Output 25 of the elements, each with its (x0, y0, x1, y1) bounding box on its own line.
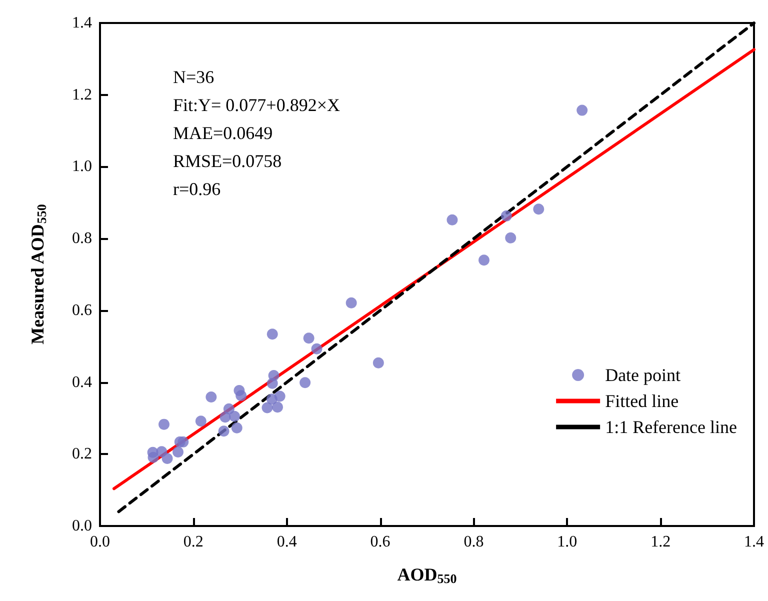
legend-label: Fitted line (605, 391, 679, 411)
annotation: RMSE=0.0758 (173, 151, 282, 171)
y-tick-label: 0.0 (72, 518, 92, 534)
x-tick-label: 0.8 (464, 534, 484, 550)
y-axis-title: Measured AOD550 (28, 204, 49, 344)
x-tick-label: 0.2 (183, 534, 204, 550)
x-tick-label: 0.6 (370, 534, 390, 550)
y-tick-label: 0.6 (72, 302, 92, 319)
y-tick-label: 0.8 (72, 230, 92, 248)
annotation: Fit:Y= 0.077+0.892×X (173, 95, 340, 115)
legend-label: Date point (605, 365, 681, 385)
y-tick-label: 0.4 (72, 374, 92, 391)
x-tick-label: 1.0 (557, 534, 578, 550)
y-tick-label: 1.0 (72, 158, 92, 176)
y-tick-label: 1.2 (72, 86, 92, 104)
y-tick-label: 0.2 (72, 446, 92, 463)
y-tick-label: 1.4 (72, 14, 92, 32)
legend-label: 1:1 Reference line (605, 417, 738, 437)
annotation: MAE=0.0649 (173, 123, 273, 143)
x-tick-label: 0.4 (276, 534, 297, 550)
annotation: r=0.96 (173, 179, 221, 199)
x-tick-label: 0.0 (90, 534, 110, 550)
x-tick-label: 1.4 (744, 534, 764, 550)
x-tick-label: 1.2 (650, 534, 671, 550)
annotation: N=36 (173, 67, 214, 87)
